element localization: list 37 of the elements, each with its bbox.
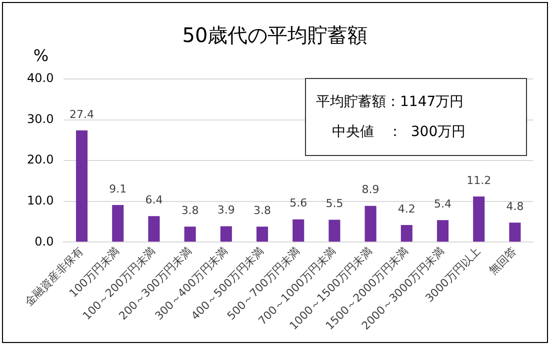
data-label: 3.9 <box>217 204 235 217</box>
y-tick-label: 20.0 <box>27 152 54 167</box>
y-tick-label: 30.0 <box>27 112 54 126</box>
bar <box>292 219 304 242</box>
data-label: 4.8 <box>506 200 524 213</box>
data-label: 5.5 <box>326 197 344 210</box>
data-label: 27.4 <box>70 108 94 121</box>
data-label: 5.4 <box>434 198 452 211</box>
text-box: 平均貯蓄額：1147万円 中央値 ： 300万円 <box>305 78 527 156</box>
bar <box>112 205 124 242</box>
bar <box>473 196 485 242</box>
bar <box>256 226 268 242</box>
data-label: 4.2 <box>398 202 416 216</box>
y-tick-label: 0.0 <box>34 234 54 248</box>
bar <box>436 220 449 242</box>
bar <box>148 216 160 242</box>
y-tick-label: 40.0 <box>27 71 54 86</box>
data-label: 3.8 <box>254 204 272 218</box>
bar <box>400 225 412 242</box>
bar <box>184 226 196 242</box>
x-tick-label: 無回答 <box>486 244 520 278</box>
bar <box>509 222 521 242</box>
data-label: 3.8 <box>181 204 199 218</box>
chart-title: 50歳代の平均貯蓄額 <box>182 23 368 48</box>
y-tick-label: 10.0 <box>27 194 54 208</box>
data-label: 6.4 <box>145 193 163 206</box>
annotation: 中央値 ： 300万円 <box>331 123 467 142</box>
annotation: 平均貯蓄額：1147万円 <box>316 93 465 112</box>
data-label: 9.1 <box>109 182 127 196</box>
bar <box>76 130 88 242</box>
bar <box>220 226 232 242</box>
bar <box>328 220 340 242</box>
y-axis-title: % <box>33 46 49 66</box>
data-label: 8.9 <box>362 183 380 196</box>
data-label: 5.6 <box>290 196 308 210</box>
data-label: 11.2 <box>466 174 492 187</box>
bar <box>364 206 376 242</box>
